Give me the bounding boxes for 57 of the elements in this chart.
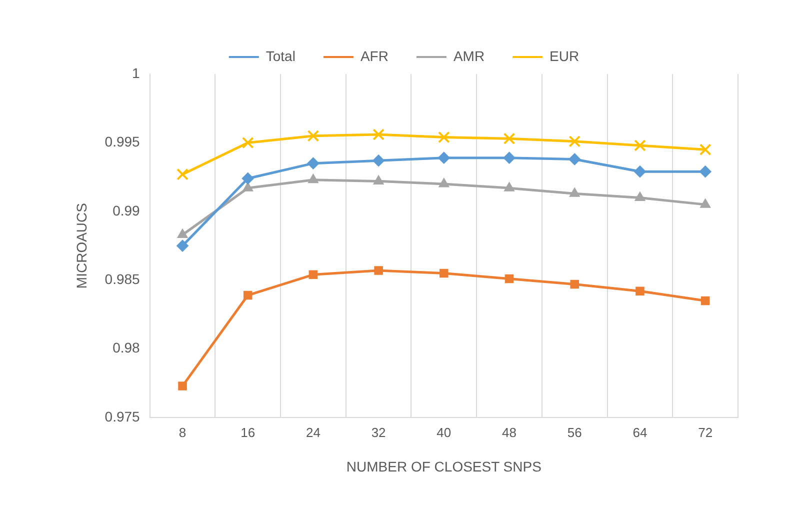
point (242, 182, 254, 192)
legend-label: AMR (453, 48, 485, 64)
point (503, 152, 516, 164)
point (374, 266, 383, 275)
point (568, 135, 581, 148)
x-axis-title: NUMBER OF CLOSEST SNPS (346, 458, 542, 474)
y-tick-label: 0.995 (104, 134, 140, 150)
point (373, 175, 384, 184)
point (570, 280, 580, 289)
x-tick-label: 72 (698, 424, 713, 440)
y-tick-label: 0.975 (104, 408, 140, 424)
legend-label: Total (266, 48, 296, 64)
x-tick-label: 64 (632, 424, 648, 440)
point (636, 286, 644, 296)
point (504, 182, 515, 192)
point (242, 136, 254, 149)
point (243, 290, 252, 300)
point (308, 270, 318, 280)
x-tick-label: 16 (240, 424, 256, 440)
point (503, 132, 516, 145)
point (307, 130, 320, 142)
point (634, 140, 646, 152)
point (699, 144, 712, 156)
point (438, 131, 450, 144)
y-axis-title: MICROAUCS (73, 203, 90, 289)
point (700, 296, 710, 306)
point (176, 168, 188, 180)
y-tick-label: 0.99 (112, 202, 140, 218)
point (438, 152, 450, 164)
x-tick-label: 56 (567, 424, 582, 440)
x-tick-label: 8 (178, 424, 186, 440)
x-tick-label: 24 (306, 424, 320, 440)
point (308, 174, 318, 184)
point (569, 188, 580, 197)
point (438, 178, 450, 188)
legend-label: EUR (550, 48, 580, 64)
point (307, 157, 320, 170)
point (440, 268, 448, 278)
y-tick-label: 0.985 (104, 271, 140, 288)
point (372, 154, 385, 167)
point (372, 128, 385, 140)
legend-label: AFR (360, 48, 388, 64)
point (699, 166, 712, 178)
point (242, 172, 254, 184)
point (176, 240, 189, 252)
point (634, 166, 646, 178)
y-tick-label: 1 (132, 64, 140, 81)
point (700, 198, 711, 208)
x-tick-label: 40 (436, 424, 452, 440)
point (504, 274, 514, 284)
point (178, 382, 187, 390)
x-tick-label: 32 (371, 424, 386, 440)
point (568, 153, 581, 166)
x-tick-label: 48 (502, 424, 517, 440)
point (177, 228, 188, 238)
y-tick-label: 0.98 (112, 340, 140, 356)
point (634, 192, 646, 201)
